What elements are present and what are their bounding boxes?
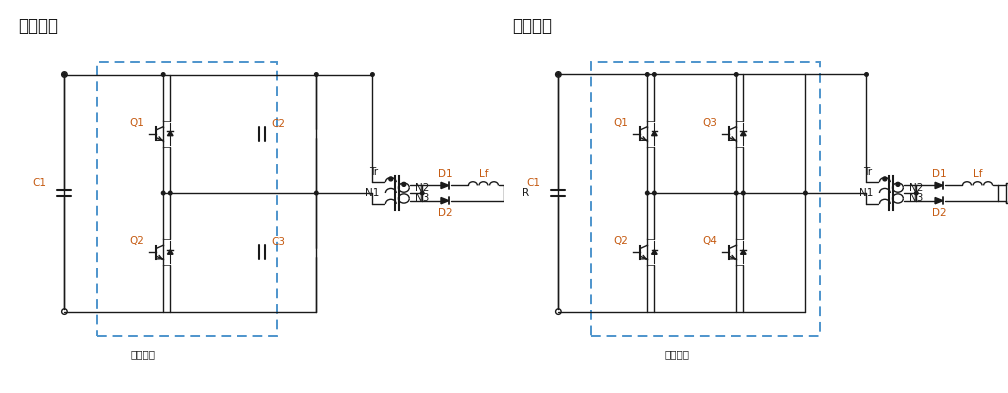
Circle shape: [645, 191, 649, 195]
Circle shape: [865, 73, 868, 76]
Text: N1: N1: [365, 188, 379, 198]
Text: D2: D2: [437, 208, 453, 218]
Text: N3: N3: [415, 193, 429, 204]
Text: Q4: Q4: [703, 237, 717, 246]
Circle shape: [645, 73, 649, 76]
Text: Q2: Q2: [129, 236, 144, 246]
Text: Q1: Q1: [613, 118, 628, 128]
Circle shape: [742, 191, 745, 195]
Polygon shape: [440, 182, 449, 189]
Circle shape: [914, 191, 918, 195]
Circle shape: [735, 73, 738, 76]
Circle shape: [735, 191, 738, 195]
Text: Lf: Lf: [479, 169, 488, 178]
Text: 逆变电路: 逆变电路: [131, 349, 156, 359]
Text: C2: C2: [272, 119, 286, 129]
Circle shape: [168, 191, 172, 195]
Text: N3: N3: [909, 193, 923, 204]
Text: C1: C1: [526, 178, 540, 188]
Polygon shape: [651, 250, 657, 254]
Circle shape: [803, 191, 807, 195]
Text: Q1: Q1: [129, 118, 144, 128]
Text: 逆变电路: 逆变电路: [664, 349, 689, 359]
Text: Tr: Tr: [369, 167, 378, 177]
Polygon shape: [741, 250, 746, 254]
Circle shape: [420, 191, 424, 195]
Text: R: R: [522, 188, 529, 198]
Polygon shape: [741, 131, 746, 136]
Text: C3: C3: [272, 237, 286, 247]
Circle shape: [556, 73, 560, 76]
Polygon shape: [167, 131, 173, 136]
Circle shape: [62, 73, 67, 76]
Text: N2: N2: [415, 183, 429, 193]
Polygon shape: [651, 131, 657, 136]
Text: Q2: Q2: [613, 237, 628, 246]
Polygon shape: [935, 182, 942, 189]
Polygon shape: [440, 198, 449, 204]
Text: N1: N1: [859, 188, 873, 198]
Text: 半桥拓扑: 半桥拓扑: [18, 17, 58, 35]
Circle shape: [883, 177, 887, 181]
Polygon shape: [935, 198, 942, 204]
Circle shape: [652, 191, 656, 195]
Text: 全桥拓扑: 全桥拓扑: [512, 17, 552, 35]
Text: C1: C1: [32, 178, 46, 188]
Text: D2: D2: [931, 208, 947, 218]
Text: Tr: Tr: [863, 167, 872, 177]
Circle shape: [402, 182, 406, 186]
Text: Lf: Lf: [973, 169, 983, 178]
Circle shape: [314, 191, 319, 195]
Text: Q3: Q3: [703, 118, 717, 128]
Circle shape: [371, 73, 374, 76]
Polygon shape: [167, 250, 173, 254]
Circle shape: [652, 73, 656, 76]
Circle shape: [896, 182, 900, 186]
Text: D1: D1: [931, 169, 947, 178]
Circle shape: [161, 73, 165, 76]
Text: N2: N2: [909, 183, 923, 193]
Bar: [1006, 183, 1008, 203]
Text: D1: D1: [437, 169, 453, 178]
Circle shape: [161, 191, 165, 195]
Circle shape: [314, 73, 319, 76]
Bar: [512, 183, 520, 203]
Circle shape: [389, 177, 393, 181]
